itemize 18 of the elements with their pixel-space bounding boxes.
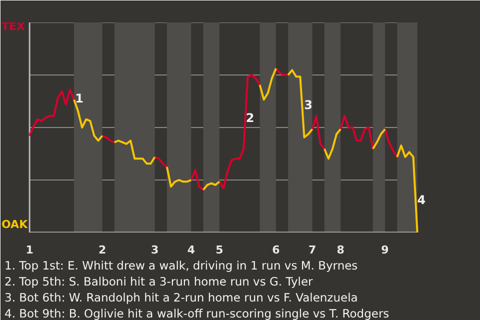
x-tick-label: 6 bbox=[272, 244, 280, 256]
annotation: 4 bbox=[417, 193, 426, 208]
annotation: 3 bbox=[304, 98, 312, 112]
x-tick-label: 1 bbox=[26, 244, 34, 256]
x-tick-label: 4 bbox=[187, 244, 196, 256]
text: 4. Bot 9th: B. Oglivie hit a walk-off run-scoring single vs T. Rodgers bbox=[4, 306, 390, 320]
x-tick-label: 7 bbox=[308, 244, 316, 256]
text: 1. Top 1st: E. Whitt drew a walk, driving in 1 run vs M. Byrnes bbox=[4, 258, 358, 272]
x-tick-label: 3 bbox=[150, 244, 159, 256]
x-tick-label: 9 bbox=[381, 244, 389, 256]
x-tick-label: 8 bbox=[336, 244, 344, 256]
text: 3. Bot 6th: W. Randolph hit a 2-run home run vs F. Valenzuela bbox=[4, 290, 358, 304]
x-tick-label: 2 bbox=[98, 244, 106, 256]
x-tick-label: 5 bbox=[216, 244, 224, 256]
annotation: 2 bbox=[246, 111, 254, 126]
text: 2. Top 5th: S. Balboni hit a 3-run home run vs G. Tyler bbox=[4, 274, 314, 288]
annotation: 1 bbox=[75, 91, 84, 106]
text: OAK bbox=[2, 218, 28, 231]
